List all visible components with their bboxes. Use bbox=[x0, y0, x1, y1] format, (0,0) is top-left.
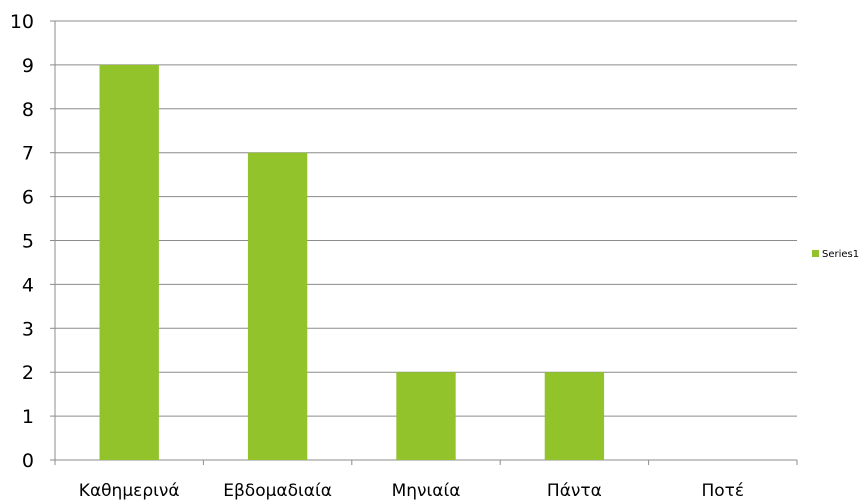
bar-3 bbox=[396, 372, 456, 460]
y-tick-labels: 0 1 2 3 4 5 6 7 8 9 10 bbox=[10, 11, 34, 472]
x-category-label: Εβδομαδιαία bbox=[223, 481, 332, 501]
y-tick-label: 8 bbox=[22, 99, 34, 121]
legend-swatch bbox=[812, 250, 819, 257]
y-tick-label: 3 bbox=[22, 318, 34, 340]
x-category-label: Πάντα bbox=[547, 481, 602, 501]
x-category-label: Ποτέ bbox=[701, 481, 744, 501]
bar-1 bbox=[99, 64, 159, 461]
y-tick-label: 0 bbox=[22, 450, 34, 472]
y-tick-label: 9 bbox=[22, 55, 34, 77]
y-tick-label: 6 bbox=[22, 187, 34, 209]
legend: Series1 bbox=[812, 249, 859, 260]
x-category-labels: Καθημερινά Εβδομαδιαία Μηνιαία Πάντα Ποτέ bbox=[79, 481, 744, 501]
bars bbox=[99, 64, 605, 461]
legend-label: Series1 bbox=[822, 249, 859, 260]
y-tick-label: 10 bbox=[10, 11, 34, 33]
y-tick-label: 5 bbox=[22, 231, 34, 253]
y-tick-label: 2 bbox=[22, 362, 34, 384]
bar-4 bbox=[544, 372, 605, 460]
gridlines bbox=[55, 20, 797, 417]
x-category-label: Καθημερινά bbox=[79, 481, 180, 501]
y-tick-label: 7 bbox=[22, 143, 34, 165]
y-tick-label: 1 bbox=[22, 406, 34, 428]
x-category-label: Μηνιαία bbox=[392, 481, 461, 501]
bar-2 bbox=[247, 152, 308, 460]
y-tick-label: 4 bbox=[22, 274, 34, 296]
